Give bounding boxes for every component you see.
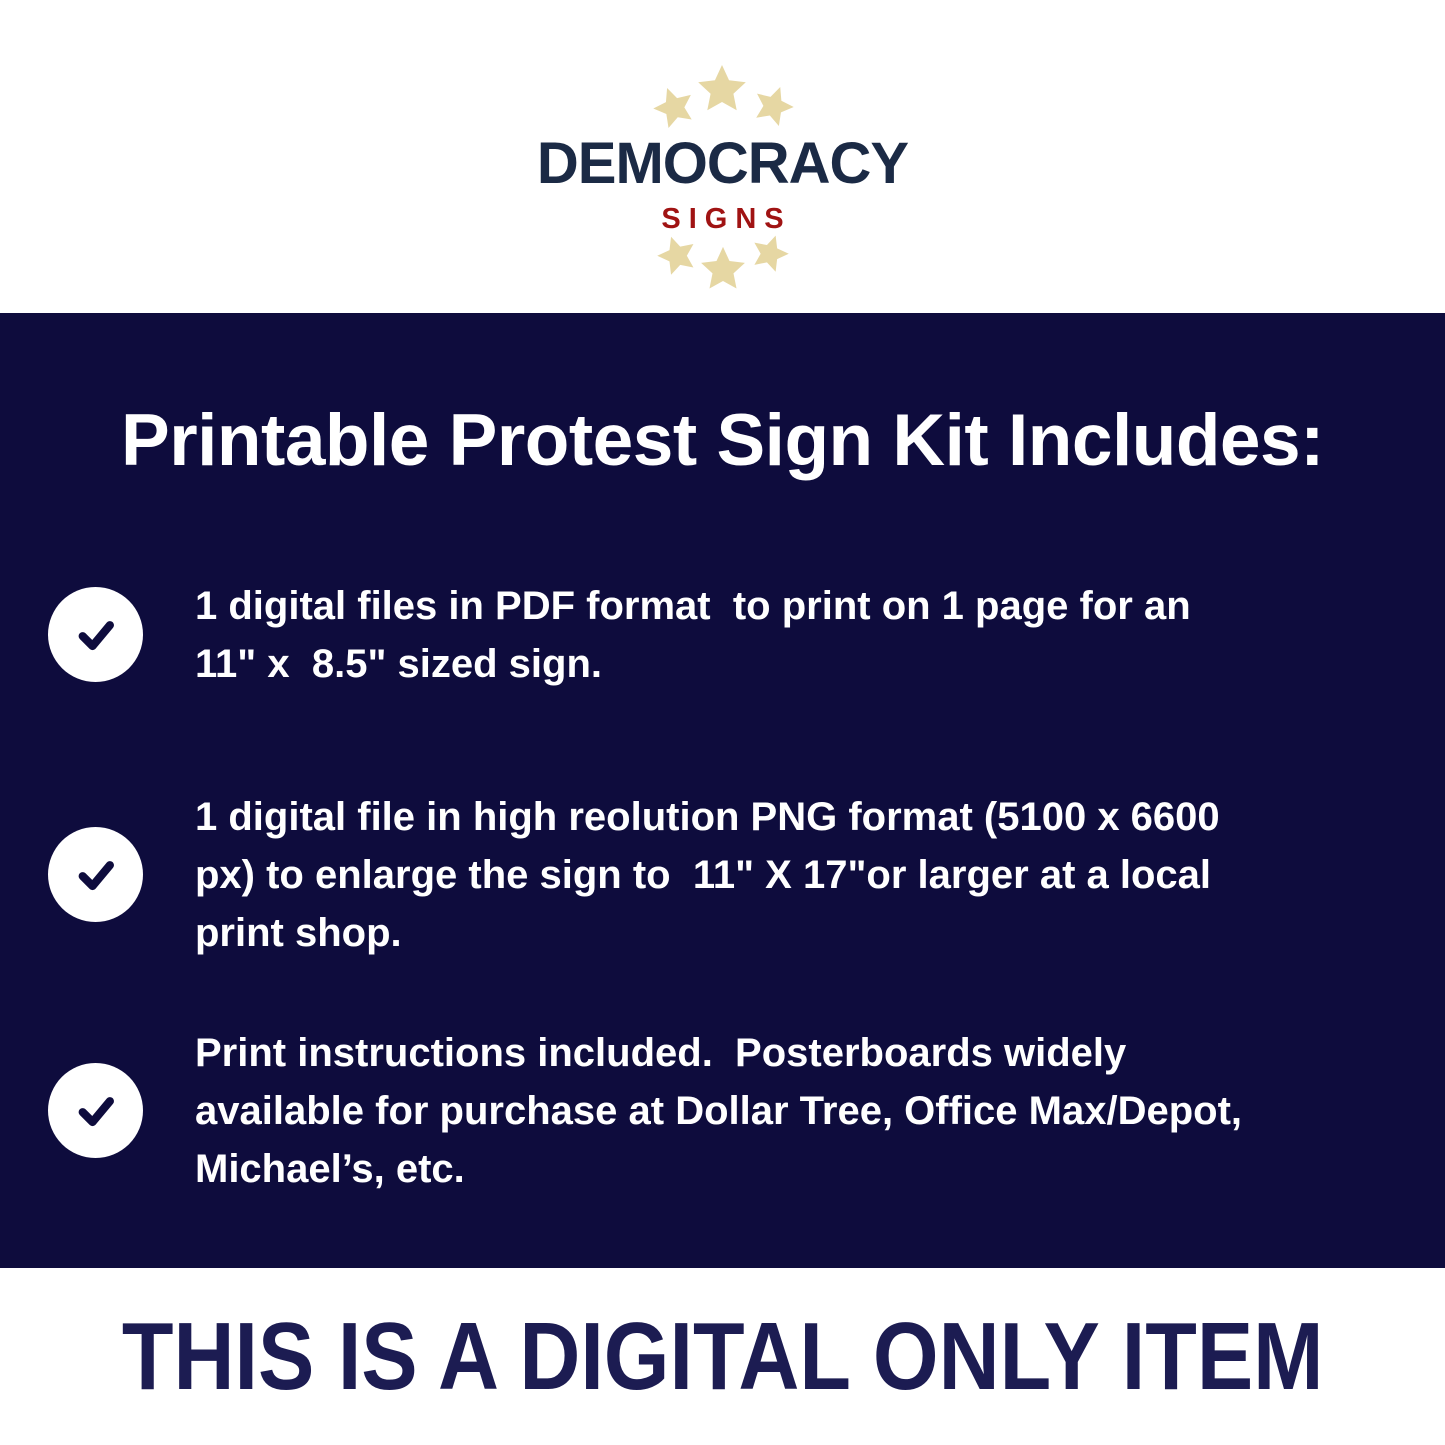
bullet-text: 1 digital file in high reolution PNG for… xyxy=(195,788,1220,962)
footer-banner: THIS IS A DIGITAL ONLY ITEM xyxy=(0,1268,1445,1445)
bullet-text: Print instructions included. Posterboard… xyxy=(195,1024,1242,1198)
check-icon xyxy=(78,620,114,650)
bullet-line: Michael’s, etc. xyxy=(195,1146,465,1191)
kit-includes-panel: Printable Protest Sign Kit Includes: 1 d… xyxy=(0,313,1445,1268)
star-icon xyxy=(700,246,746,292)
list-item: 1 digital file in high reolution PNG for… xyxy=(48,788,1397,962)
bullet-line: 11" x 8.5" sized sign. xyxy=(195,641,603,686)
bullet-line: print shop. xyxy=(195,910,402,955)
list-item: Print instructions included. Posterboard… xyxy=(48,1024,1397,1198)
list-item: 1 digital files in PDF format to print o… xyxy=(48,577,1397,693)
bullet-text: 1 digital files in PDF format to print o… xyxy=(195,577,1191,693)
star-icon xyxy=(697,64,747,114)
bullet-line: available for purchase at Dollar Tree, O… xyxy=(195,1088,1243,1133)
bullet-line: 1 digital files in PDF format to print o… xyxy=(195,583,1191,628)
brand-name: DEMOCRACY xyxy=(536,131,909,196)
panel-heading: Printable Protest Sign Kit Includes: xyxy=(121,400,1324,481)
brand-subtitle: SIGNS xyxy=(661,203,792,235)
star-icon xyxy=(746,229,794,277)
check-circle xyxy=(48,827,143,923)
star-icon xyxy=(747,79,800,132)
bullet-line: 1 digital file in high reolution PNG for… xyxy=(195,794,1220,839)
democracy-signs-logo: DEMOCRACY SIGNS xyxy=(513,60,933,305)
check-circle xyxy=(48,1063,143,1159)
bullet-line: Print instructions included. Posterboard… xyxy=(195,1030,1127,1075)
check-icon xyxy=(78,860,114,890)
star-icon xyxy=(651,230,701,280)
check-circle xyxy=(48,587,143,683)
bullet-line: px) to enlarge the sign to 11" X 17"or l… xyxy=(195,852,1212,897)
digital-only-notice: THIS IS A DIGITAL ONLY ITEM xyxy=(121,1302,1324,1410)
star-icon xyxy=(647,80,701,134)
check-icon xyxy=(78,1096,114,1126)
